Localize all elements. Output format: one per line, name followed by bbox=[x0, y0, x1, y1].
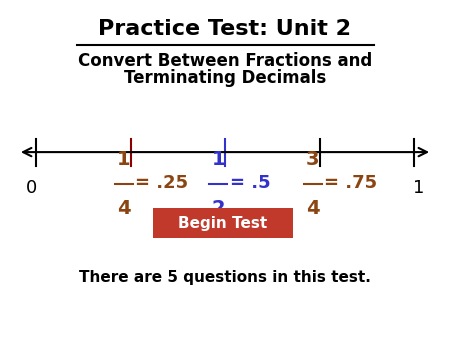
Text: 4: 4 bbox=[117, 199, 130, 218]
Text: Convert Between Fractions and: Convert Between Fractions and bbox=[78, 52, 372, 70]
Text: 3: 3 bbox=[306, 150, 319, 169]
Text: Terminating Decimals: Terminating Decimals bbox=[124, 69, 326, 87]
Text: 1: 1 bbox=[117, 150, 130, 169]
Text: 1: 1 bbox=[413, 179, 424, 197]
Text: 1: 1 bbox=[212, 150, 225, 169]
Text: 4: 4 bbox=[306, 199, 319, 218]
FancyBboxPatch shape bbox=[153, 208, 292, 238]
Text: = .75: = .75 bbox=[324, 174, 377, 192]
Text: = .25: = .25 bbox=[135, 174, 188, 192]
Text: 2: 2 bbox=[212, 199, 225, 218]
Text: There are 5 questions in this test.: There are 5 questions in this test. bbox=[79, 270, 371, 285]
Text: = .5: = .5 bbox=[230, 174, 270, 192]
Text: Practice Test: Unit 2: Practice Test: Unit 2 bbox=[99, 19, 351, 39]
Text: 0: 0 bbox=[26, 179, 37, 197]
Text: Begin Test: Begin Test bbox=[178, 216, 267, 231]
